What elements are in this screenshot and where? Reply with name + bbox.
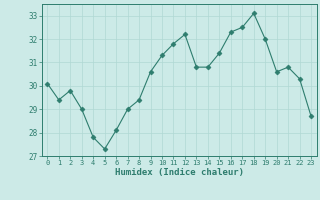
X-axis label: Humidex (Indice chaleur): Humidex (Indice chaleur) — [115, 168, 244, 177]
